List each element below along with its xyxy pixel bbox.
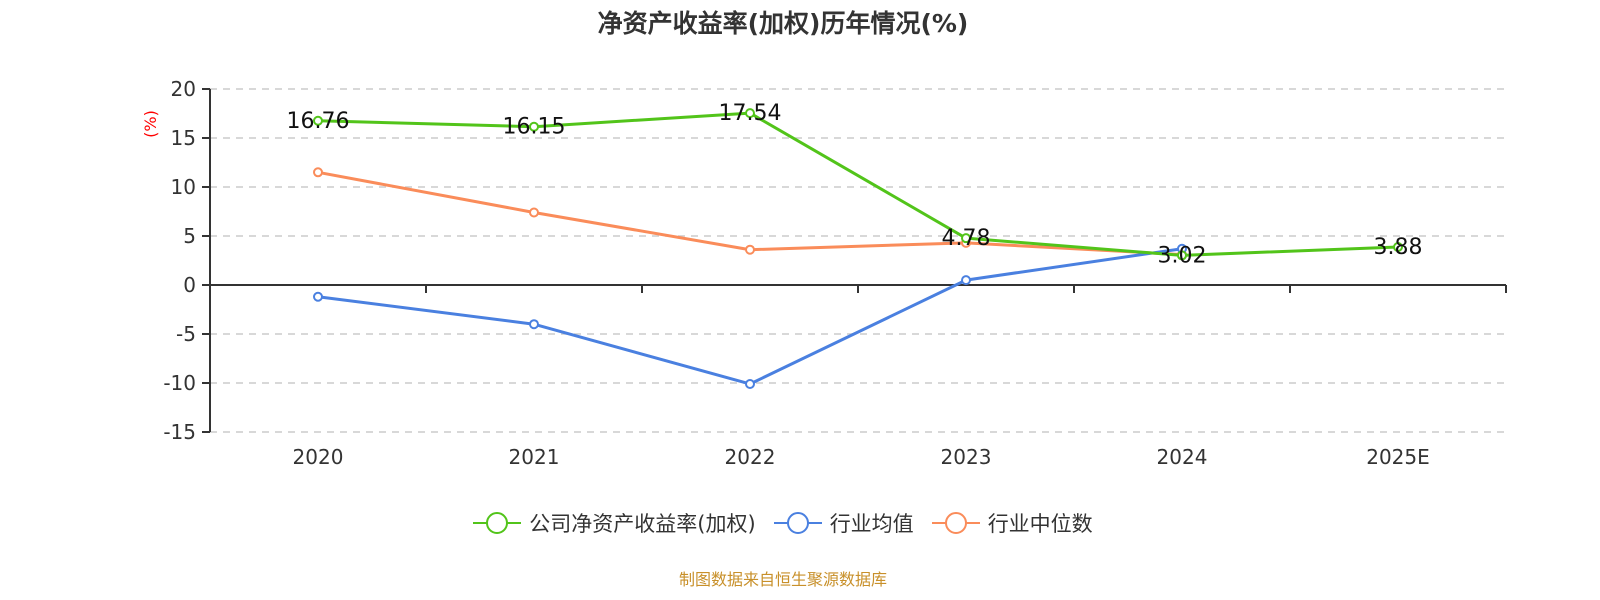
legend-circle [786,512,809,534]
x-tick-label: 2021 [509,445,560,469]
x-tick-label: 2023 [941,445,992,469]
data-point[interactable] [961,233,971,244]
legend: 公司净资产收益率(加权) 行业均值 行业中位数 [0,508,1566,538]
series-lines [313,108,1403,389]
data-point[interactable] [1393,241,1403,252]
line-circle-icon [931,511,980,535]
data-point[interactable] [1177,250,1187,261]
series-industry-median [317,170,1183,257]
data-point[interactable] [745,108,755,119]
series-industry-average [317,247,1183,386]
x-tick-label: 2024 [1157,445,1208,469]
series-company-roe [317,111,1399,257]
data-label: 17.54 [719,101,782,126]
legend-label: 行业中位数 [987,512,1093,536]
data-point[interactable] [313,115,323,126]
legend-circle [944,512,967,534]
y-tick-label: 0 [183,273,196,297]
legend-item-company-roe[interactable]: 公司净资产收益率(加权) [473,508,756,538]
data-label: 16.15 [503,115,566,140]
y-tick-label: 15 [171,126,196,150]
data-point[interactable] [313,167,323,178]
y-axis: 20 15 10 5 0 -5 -10 -15 [163,77,211,444]
x-tick-label: 2022 [725,445,776,469]
data-point[interactable] [529,319,539,330]
data-point[interactable] [529,121,539,132]
legend-circle [486,512,509,534]
data-source-note: 制图数据来自恒生聚源数据库 [678,570,887,589]
line-circle-icon [473,511,522,535]
data-point[interactable] [745,244,755,255]
legend-label: 行业均值 [829,512,914,536]
y-tick-label: 10 [171,175,196,199]
y-tick-label: 5 [183,224,196,248]
data-label: 4.78 [942,226,991,251]
y-tick-label: 20 [171,77,196,101]
y-axis-label: (%) [141,110,160,138]
legend-item-industry-average[interactable]: 行业均值 [773,508,914,538]
data-labels: 16.76 16.15 17.54 4.78 3.02 3.88 [287,101,1423,268]
legend-item-industry-median[interactable]: 行业中位数 [931,508,1093,538]
data-point[interactable] [529,207,539,218]
data-label: 3.02 [1158,243,1207,268]
line-circle-icon [773,511,822,535]
data-label: 16.76 [287,109,350,134]
x-axis: 2020 2021 2022 2023 2024 2025E [209,284,1507,469]
grid-lines [210,88,1506,433]
x-tick-label: 2025E [1366,445,1430,469]
y-tick-label: -10 [163,371,196,395]
chart-title: 净资产收益率(加权)历年情况(%) [597,9,969,38]
data-point[interactable] [745,378,755,389]
data-point[interactable] [961,275,971,286]
data-point[interactable] [313,291,323,302]
data-label: 3.88 [1374,235,1423,260]
y-tick-label: -5 [176,322,196,346]
legend-label: 公司净资产收益率(加权) [529,512,756,536]
x-tick-label: 2020 [293,445,344,469]
y-tick-label: -15 [163,420,196,444]
